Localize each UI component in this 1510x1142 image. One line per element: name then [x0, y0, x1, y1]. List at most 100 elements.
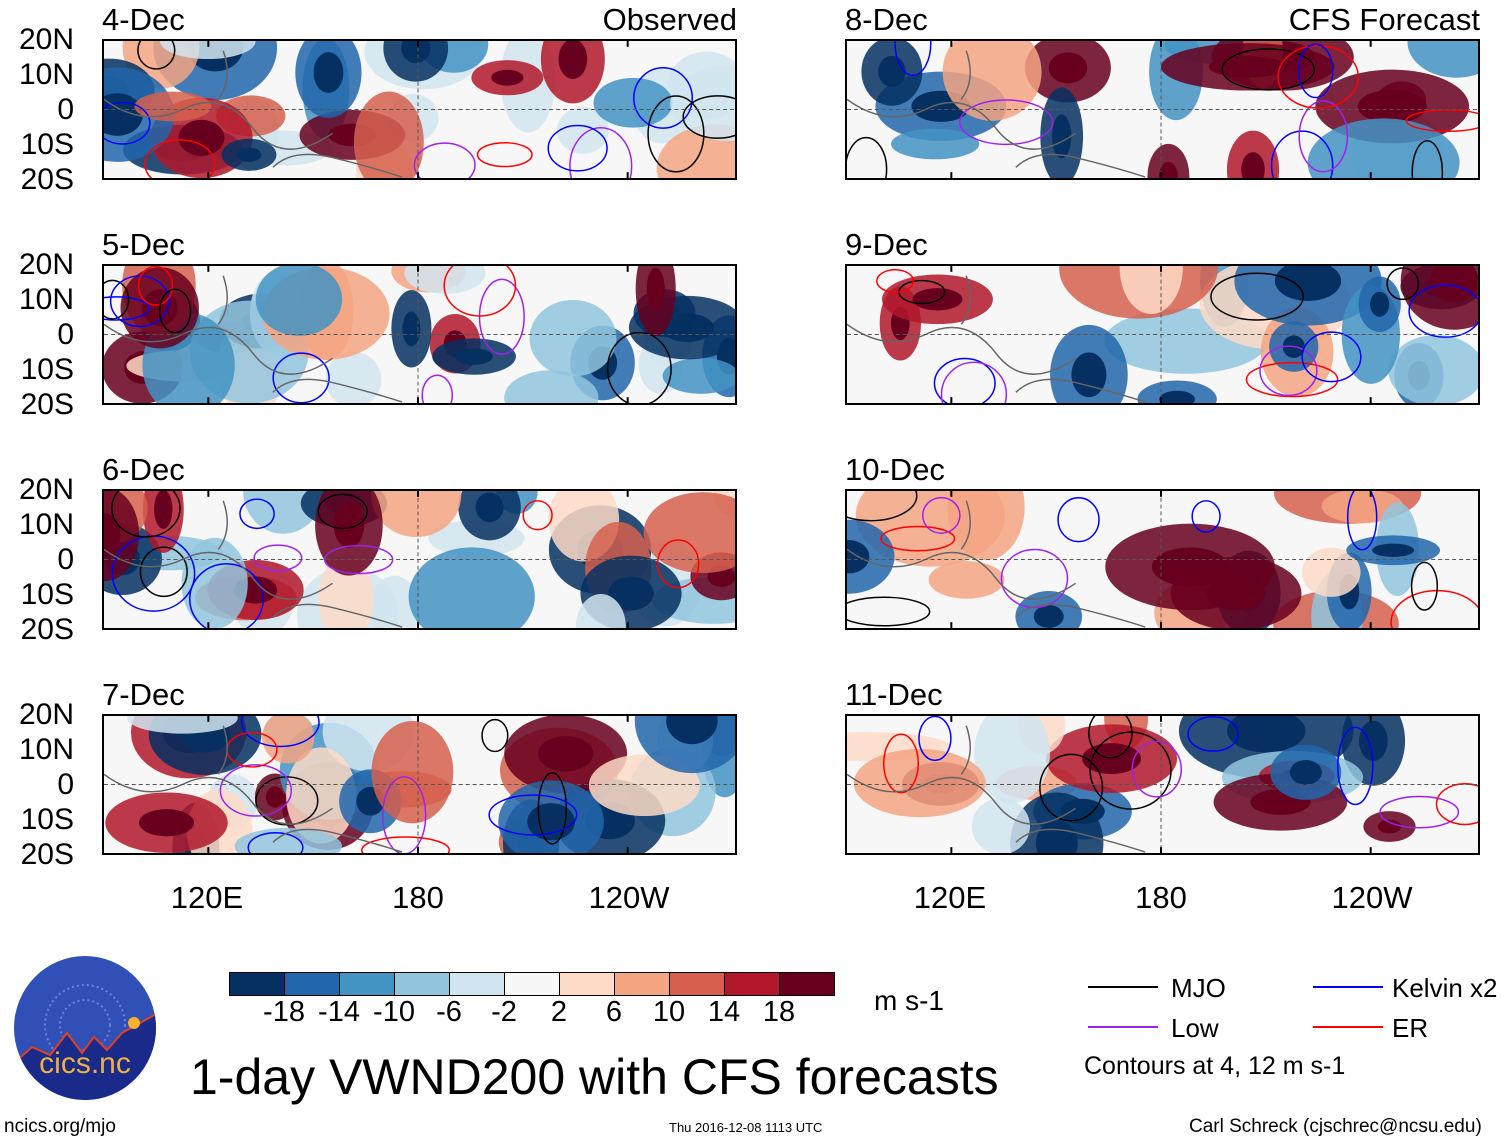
colorbar-tick-label: 14 [707, 996, 741, 1028]
colorbar-swatch [230, 973, 285, 995]
colorbar-tick-label: -14 [318, 996, 360, 1028]
wave-contour [876, 269, 915, 293]
wind-anomaly-blob [662, 358, 735, 394]
wave-contour [443, 266, 517, 317]
wave-contour [1057, 497, 1100, 543]
wave-contour [633, 67, 694, 129]
legend-label-mjo: MJO [1171, 973, 1226, 1003]
wind-anomaly-blob [529, 299, 617, 377]
wave-contour [1221, 48, 1316, 91]
wave-contour [1301, 331, 1362, 383]
lat-label: 10N [18, 283, 74, 316]
lat-label: 0 [57, 93, 74, 126]
wave-contour [547, 124, 608, 172]
wave-contour [682, 95, 735, 139]
wind-anomaly-blob [1147, 143, 1190, 178]
colorbar-swatch [395, 973, 450, 995]
wave-contour [959, 99, 1054, 146]
wave-contour [1298, 100, 1349, 173]
colorbar-tick-label: -10 [373, 996, 415, 1028]
wave-contour [847, 491, 918, 522]
colorbar-swatch [615, 973, 670, 995]
wave-contour [606, 331, 672, 403]
wave-contour [488, 794, 578, 836]
wave-contour [1337, 726, 1374, 806]
wave-contour [1435, 783, 1478, 826]
wave-contour [1408, 284, 1478, 338]
coastline [847, 725, 1146, 853]
lon-label: 120E [913, 880, 987, 915]
wave-contour [933, 357, 996, 403]
wave-contour [137, 266, 174, 306]
wave-contour [109, 275, 170, 328]
lat-label: 0 [57, 543, 74, 576]
lat-label: 0 [57, 768, 74, 801]
colorbar-tick-label: 2 [550, 996, 568, 1028]
figure-title: 1-day VWND200 with CFS forecasts [190, 1049, 999, 1105]
contour-note: Contours at 4, 12 m s-1 [1084, 1052, 1346, 1080]
wave-contour [361, 836, 451, 853]
wave-contour [656, 539, 700, 589]
lat-label: 20S [20, 163, 74, 196]
wind-anomaly-blob [408, 547, 535, 628]
colorbar-tick-label: 18 [762, 996, 796, 1028]
wind-anomaly-blob [262, 716, 315, 764]
footer-timestamp: Thu 2016-12-08 1113 UTC [669, 1120, 823, 1135]
wave-contour [272, 352, 330, 403]
coastline [847, 500, 1146, 628]
legend-label-low: Low [1171, 1013, 1219, 1043]
lat-label: 20S [20, 388, 74, 421]
wind-anomaly-blob [1388, 335, 1478, 403]
coastline [847, 50, 1146, 178]
wave-contour [647, 95, 705, 173]
wind-anomaly-blob [255, 266, 343, 336]
colorbar-tick-label: -2 [491, 996, 517, 1028]
panel-date: 5-Dec [102, 227, 185, 262]
colorbar-swatch [450, 973, 505, 995]
wind-anomaly-blob [928, 561, 1005, 599]
map-panel-4-dec [102, 39, 737, 180]
lat-label: 10S [20, 578, 74, 611]
lat-label: 20N [18, 23, 74, 56]
colorbar-swatch [725, 973, 780, 995]
wave-contour [918, 716, 952, 762]
wave-contour [921, 496, 961, 534]
wave-contour [569, 127, 633, 178]
colorbar-units: m s-1 [874, 985, 944, 1016]
colorbar-tick-label: 10 [652, 996, 686, 1028]
colorbar-tick-label: -6 [436, 996, 462, 1028]
lon-label: 180 [1135, 880, 1187, 915]
wave-contour [189, 563, 264, 628]
wave-contour [1297, 43, 1334, 99]
wind-anomaly-blob [127, 716, 238, 734]
map-panel-8-dec [845, 39, 1480, 180]
wind-anomaly-blob [286, 747, 357, 844]
wind-anomaly-blob [575, 594, 626, 628]
lat-label: 10N [18, 508, 74, 541]
colorbar-tick-label: -18 [263, 996, 305, 1028]
wind-anomaly-blob [1321, 491, 1403, 524]
wind-anomaly-blob [1407, 41, 1478, 78]
wind-anomaly-blob [1307, 118, 1460, 178]
cics-logo: cics.nc [12, 955, 158, 1101]
wind-anomaly-blob [947, 491, 1025, 561]
wave-contour [1187, 716, 1239, 752]
colorbar-swatch [505, 973, 560, 995]
wave-contour [1379, 795, 1460, 829]
wave-contour [880, 525, 956, 552]
colorbar-tick-label: 6 [605, 996, 623, 1028]
footer-url[interactable]: ncics.org/mjo [4, 1116, 116, 1137]
wave-contour [1270, 130, 1334, 178]
lat-label: 0 [57, 318, 74, 351]
wind-anomaly-blob [371, 491, 462, 538]
colorbar-swatch [780, 973, 834, 995]
coastline [104, 50, 403, 178]
wave-contour [1259, 345, 1318, 397]
lon-label: 120E [170, 880, 244, 915]
legend-line-mjo [1088, 986, 1158, 988]
wave-contour [537, 772, 568, 845]
wave-contour [1000, 548, 1069, 609]
footer-author: Carl Schreck (cjschrec@ncsu.edu) [1189, 1116, 1482, 1137]
coastline [104, 725, 403, 853]
wave-contour [1411, 140, 1444, 178]
